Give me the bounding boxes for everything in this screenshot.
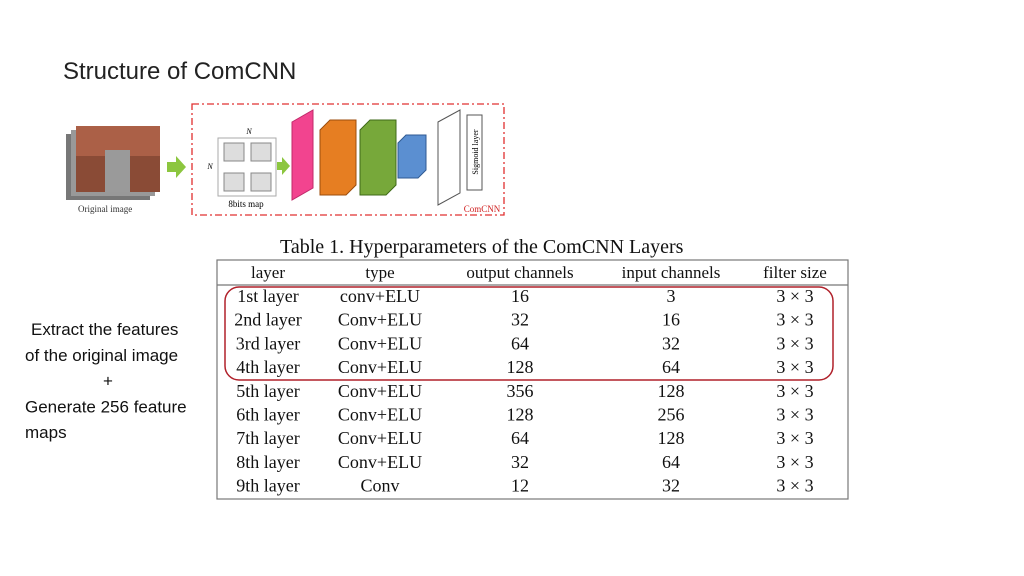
table-cell: 3 × 3 [776,310,813,330]
map-cell [223,172,245,192]
table-cell: 3 × 3 [776,405,813,425]
map-grid [217,137,277,197]
table-cell: 128 [658,381,685,401]
layer-block [397,134,427,179]
table-cell: 16 [511,286,529,306]
table-cell: 3 × 3 [776,333,813,353]
table-cell: 3 × 3 [776,381,813,401]
layer-block [359,119,397,196]
original-image [105,150,130,192]
header-cell: filter size [763,263,827,282]
table-cell: 16 [662,310,680,330]
comcnn-label: ComCNN [464,204,501,214]
note: Extract the features of the original imag… [25,320,187,442]
table-cell: Conv+ELU [338,381,422,401]
table-cell: Conv+ELU [338,333,422,353]
image-label: Original image [78,204,132,214]
table-cell: Conv+ELU [338,405,422,425]
table-cell: 3 [667,286,676,306]
table-cell: 3 × 3 [776,357,813,377]
table-cell: Conv+ELU [338,428,422,448]
table-cell: 7th layer [236,428,299,448]
map-cell [223,142,245,162]
table-cell: 3rd layer [236,333,300,353]
table-cell: 2nd layer [234,310,301,330]
arrow [167,156,186,178]
table-border [216,259,849,500]
map-label: 8bits map [228,199,264,209]
table-cell: 128 [507,405,534,425]
table-cell: 64 [511,333,529,353]
layer-slab [291,109,314,201]
table-caption: Table 1. Hyperparameters of the ComCNN L… [280,236,684,258]
note-line: Generate 256 feature [25,397,187,416]
table-cell: 12 [511,476,529,496]
table-cell: conv+ELU [340,286,420,306]
note-line: Extract the features [31,320,178,339]
table-cell: 9th layer [236,476,299,496]
arrow [277,157,290,175]
table-cell: 8th layer [236,452,299,472]
table-cell: 256 [658,405,685,425]
table-cell: 128 [658,428,685,448]
table-cell: 32 [511,310,529,330]
table-cell: 32 [511,452,529,472]
header-cell: type [365,263,394,282]
note-line: of the original image [25,346,178,365]
table-cell: Conv+ELU [338,357,422,377]
comcnn-box [191,103,505,216]
table-cell: 4th layer [236,357,299,377]
map-cell [250,142,272,162]
table: layer type output channels input channels fi… [234,263,827,496]
header-cell: input channels [622,263,721,282]
table-cell: 5th layer [236,381,299,401]
layer-block [319,119,357,196]
map-cell [250,172,272,192]
note-line: + [103,372,113,391]
table-cell: 3 × 3 [776,452,813,472]
n-label: N [245,127,252,136]
diagram: Original image N N 8bits map Sigmoid lay… [66,103,505,216]
sigmoid-box [466,114,483,191]
table-cell: 32 [662,476,680,496]
table-cell: 6th layer [236,405,299,425]
table-cell: 1st layer [237,286,298,306]
table-cell: Conv [360,476,399,496]
table-cell: 3 × 3 [776,476,813,496]
table-cell: Conv+ELU [338,452,422,472]
slide-title: Structure of ComCNN [63,58,296,85]
n-label: N [206,162,213,171]
note-line: maps [25,423,67,442]
table-cell: 64 [662,452,680,472]
layer-slab [437,109,461,206]
table-cell: 64 [662,357,680,377]
header-cell: output channels [466,263,573,282]
table-cell: 128 [507,357,534,377]
table-cell: 32 [662,333,680,353]
table-cell: 3 × 3 [776,286,813,306]
table-cell: Conv+ELU [338,310,422,330]
header-cell: layer [251,263,285,282]
table-cell: 3 × 3 [776,428,813,448]
table-cell: 64 [511,428,529,448]
table-cell: 356 [507,381,534,401]
sigmoid-label: Sigmoid layer [471,129,480,174]
highlight [224,286,834,381]
